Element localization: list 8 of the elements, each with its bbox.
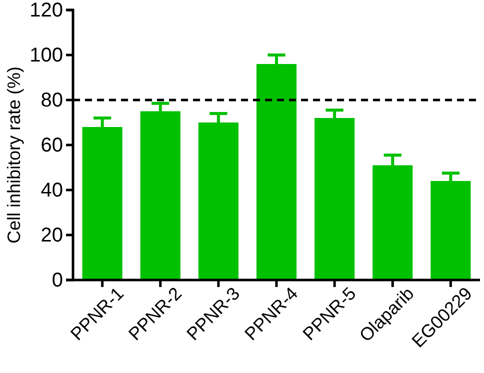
y-tick-label: 80 <box>40 89 63 112</box>
y-axis-title: Cell inhibitory rate (%) <box>4 66 24 244</box>
y-tick-label: 0 <box>52 269 63 292</box>
y-tick-label: 100 <box>30 44 63 66</box>
y-tick-label: 60 <box>40 134 63 156</box>
y-tick-label: 120 <box>30 0 63 22</box>
y-tick-label: 40 <box>40 179 63 202</box>
y-tick-label: 20 <box>40 224 63 246</box>
